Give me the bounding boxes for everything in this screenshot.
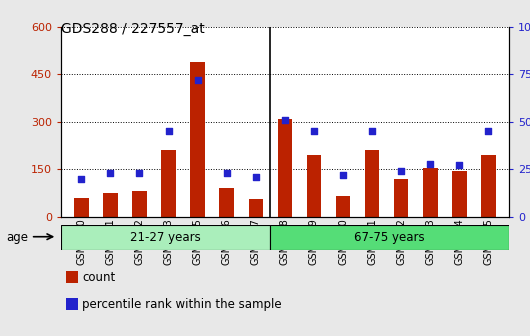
Point	[252, 174, 260, 179]
Point	[193, 77, 202, 83]
Bar	[394, 179, 409, 217]
Text: age: age	[6, 231, 29, 244]
Text: GDS288 / 227557_at: GDS288 / 227557_at	[61, 22, 205, 36]
Point	[223, 170, 231, 176]
Bar	[249, 199, 263, 217]
Point	[397, 168, 405, 174]
Bar	[74, 198, 89, 217]
Point	[135, 170, 144, 176]
Bar	[161, 150, 176, 217]
Text: percentile rank within the sample: percentile rank within the sample	[82, 298, 282, 310]
Bar	[481, 155, 496, 217]
Bar	[452, 171, 466, 217]
Bar	[270, 225, 509, 250]
Bar	[219, 188, 234, 217]
Point	[281, 117, 289, 123]
Point	[164, 129, 173, 134]
Point	[455, 163, 464, 168]
Text: 67-75 years: 67-75 years	[354, 231, 425, 244]
Bar	[423, 168, 438, 217]
Bar	[190, 62, 205, 217]
Point	[339, 172, 347, 178]
Bar	[61, 225, 270, 250]
Point	[484, 129, 493, 134]
Point	[77, 176, 85, 181]
Text: count: count	[82, 271, 116, 284]
Point	[368, 129, 376, 134]
Bar	[307, 155, 321, 217]
Text: 21-27 years: 21-27 years	[130, 231, 201, 244]
Bar	[103, 193, 118, 217]
Bar	[365, 150, 379, 217]
Point	[106, 170, 114, 176]
Bar	[278, 119, 292, 217]
Bar	[336, 196, 350, 217]
Bar	[132, 192, 147, 217]
Point	[310, 129, 318, 134]
Point	[426, 161, 435, 166]
